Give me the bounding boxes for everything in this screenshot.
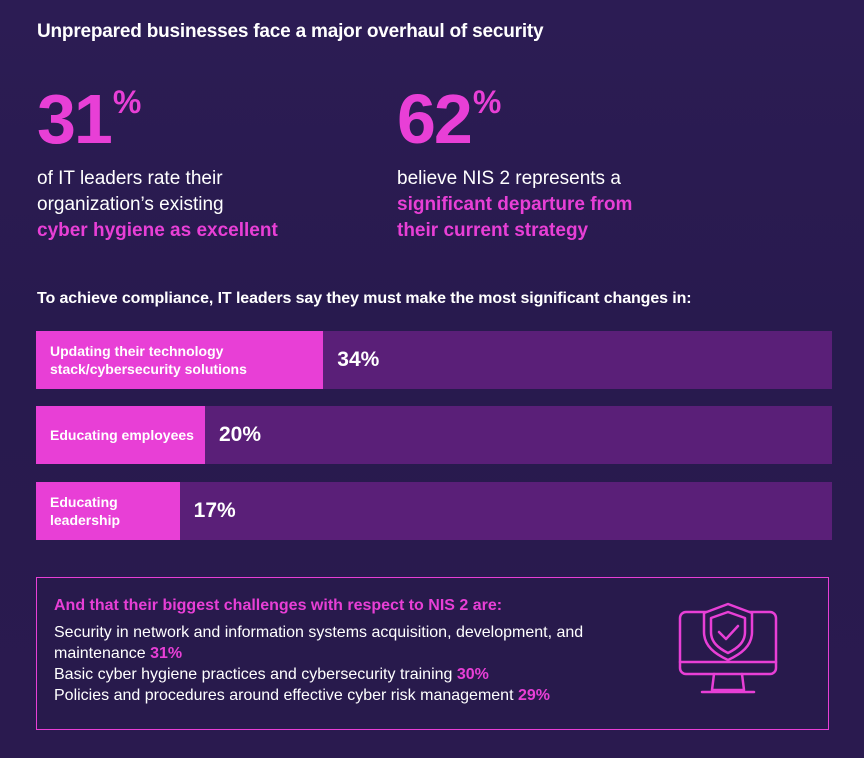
stat-highlight: cyber hygiene as excellent <box>37 220 278 241</box>
stat-31-percent: 31% of IT leaders rate their organizatio… <box>37 84 317 244</box>
challenges-box: And that their biggest challenges with r… <box>36 577 829 730</box>
bar-track: Educating employees 20% <box>36 406 832 464</box>
headline: Unprepared businesses face a major overh… <box>37 21 544 42</box>
challenge-text: Basic cyber hygiene practices and cybers… <box>54 666 453 683</box>
monitor-shield-check-icon <box>678 602 778 694</box>
bar-value-label: 17% <box>193 499 236 522</box>
bar-value-label: 34% <box>337 348 380 371</box>
challenge-percent: 29% <box>517 687 550 704</box>
stat-62-percent: 62% believe NIS 2 represents a significa… <box>397 84 667 244</box>
chart-subheading: To achieve compliance, IT leaders say th… <box>37 290 692 307</box>
stat-percent-sign: % <box>112 84 142 120</box>
challenge-item: Policies and procedures around effective… <box>54 685 654 706</box>
stat-text: believe NIS 2 represents a <box>397 168 621 189</box>
bar <box>36 331 324 389</box>
bar-value-label: 20% <box>219 423 262 446</box>
bar-track: Updating their technology stack/cybersec… <box>36 331 832 389</box>
stat-text: of IT leaders rate their organization’s … <box>37 168 224 215</box>
challenge-text: Security in network and information syst… <box>54 624 584 662</box>
bar-track: Educating leadership 17% <box>36 482 832 540</box>
bar-category-label: Educating leadership <box>50 494 121 528</box>
stat-percent-sign: % <box>472 84 502 120</box>
stat-number: 31 <box>37 80 113 158</box>
challenge-percent: 30% <box>456 666 489 683</box>
challenge-item: Basic cyber hygiene practices and cybers… <box>54 664 654 685</box>
challenge-item: Security in network and information syst… <box>54 622 654 664</box>
bar-category-label: Educating employees <box>50 427 194 443</box>
bar-category-label: Updating their technology stack/cybersec… <box>50 343 247 377</box>
stat-highlight: significant departure from their current… <box>397 194 633 241</box>
challenge-percent: 31% <box>150 645 183 662</box>
bar <box>36 406 205 464</box>
bar <box>36 482 180 540</box>
challenges-list: Security in network and information syst… <box>54 622 654 706</box>
challenges-title: And that their biggest challenges with r… <box>54 597 503 614</box>
challenge-text: Policies and procedures around effective… <box>54 687 514 704</box>
stat-number: 62 <box>397 80 473 158</box>
